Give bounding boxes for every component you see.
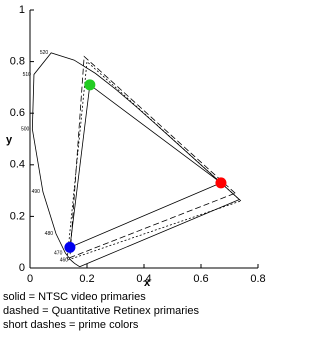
chart: x y 0 0.2 0.4 0.6 0.8 0 0.2 0.4 0.6 0.8 1 460 470 480…	[3, 4, 266, 331]
y-axis-label: y	[6, 134, 13, 146]
wavelength-label: 500	[21, 126, 30, 132]
wavelength-label: 480	[45, 231, 54, 237]
legend-label: solid = NTSC video primaries	[3, 291, 146, 303]
y-tick-label: 0	[19, 262, 25, 274]
wavelength-label: 470	[54, 250, 63, 256]
x-axis-label: x	[144, 277, 151, 289]
y-tick-label: 0.4	[10, 159, 25, 171]
legend-label: short dashes = prime colors	[3, 319, 139, 331]
primary-point	[84, 79, 96, 91]
wavelength-label: 520	[40, 50, 49, 56]
y-tick-label: 1	[19, 4, 25, 16]
primary-point	[64, 241, 76, 253]
y-tick-label: 0.6	[10, 107, 25, 119]
legend-label: dashed = Quantitative Retinex primaries	[3, 305, 199, 317]
spectral-locus	[31, 52, 241, 268]
x-tick-label: 0	[27, 273, 33, 285]
y-tick-label: 0.2	[10, 210, 25, 222]
y-tick-label: 0.8	[10, 56, 25, 68]
x-tick-label: 0.8	[250, 273, 265, 285]
x-tick-label: 0.6	[193, 273, 208, 285]
wavelength-label: 460	[60, 258, 69, 264]
triangle	[66, 60, 242, 261]
x-tick-label: 0.2	[79, 273, 94, 285]
primary-point	[215, 177, 227, 189]
x-tick-label: 0.4	[136, 273, 151, 285]
wavelength-label: 490	[32, 189, 41, 195]
wavelength-label: 510	[23, 72, 32, 78]
triangle	[69, 55, 236, 259]
triangle	[69, 84, 222, 249]
